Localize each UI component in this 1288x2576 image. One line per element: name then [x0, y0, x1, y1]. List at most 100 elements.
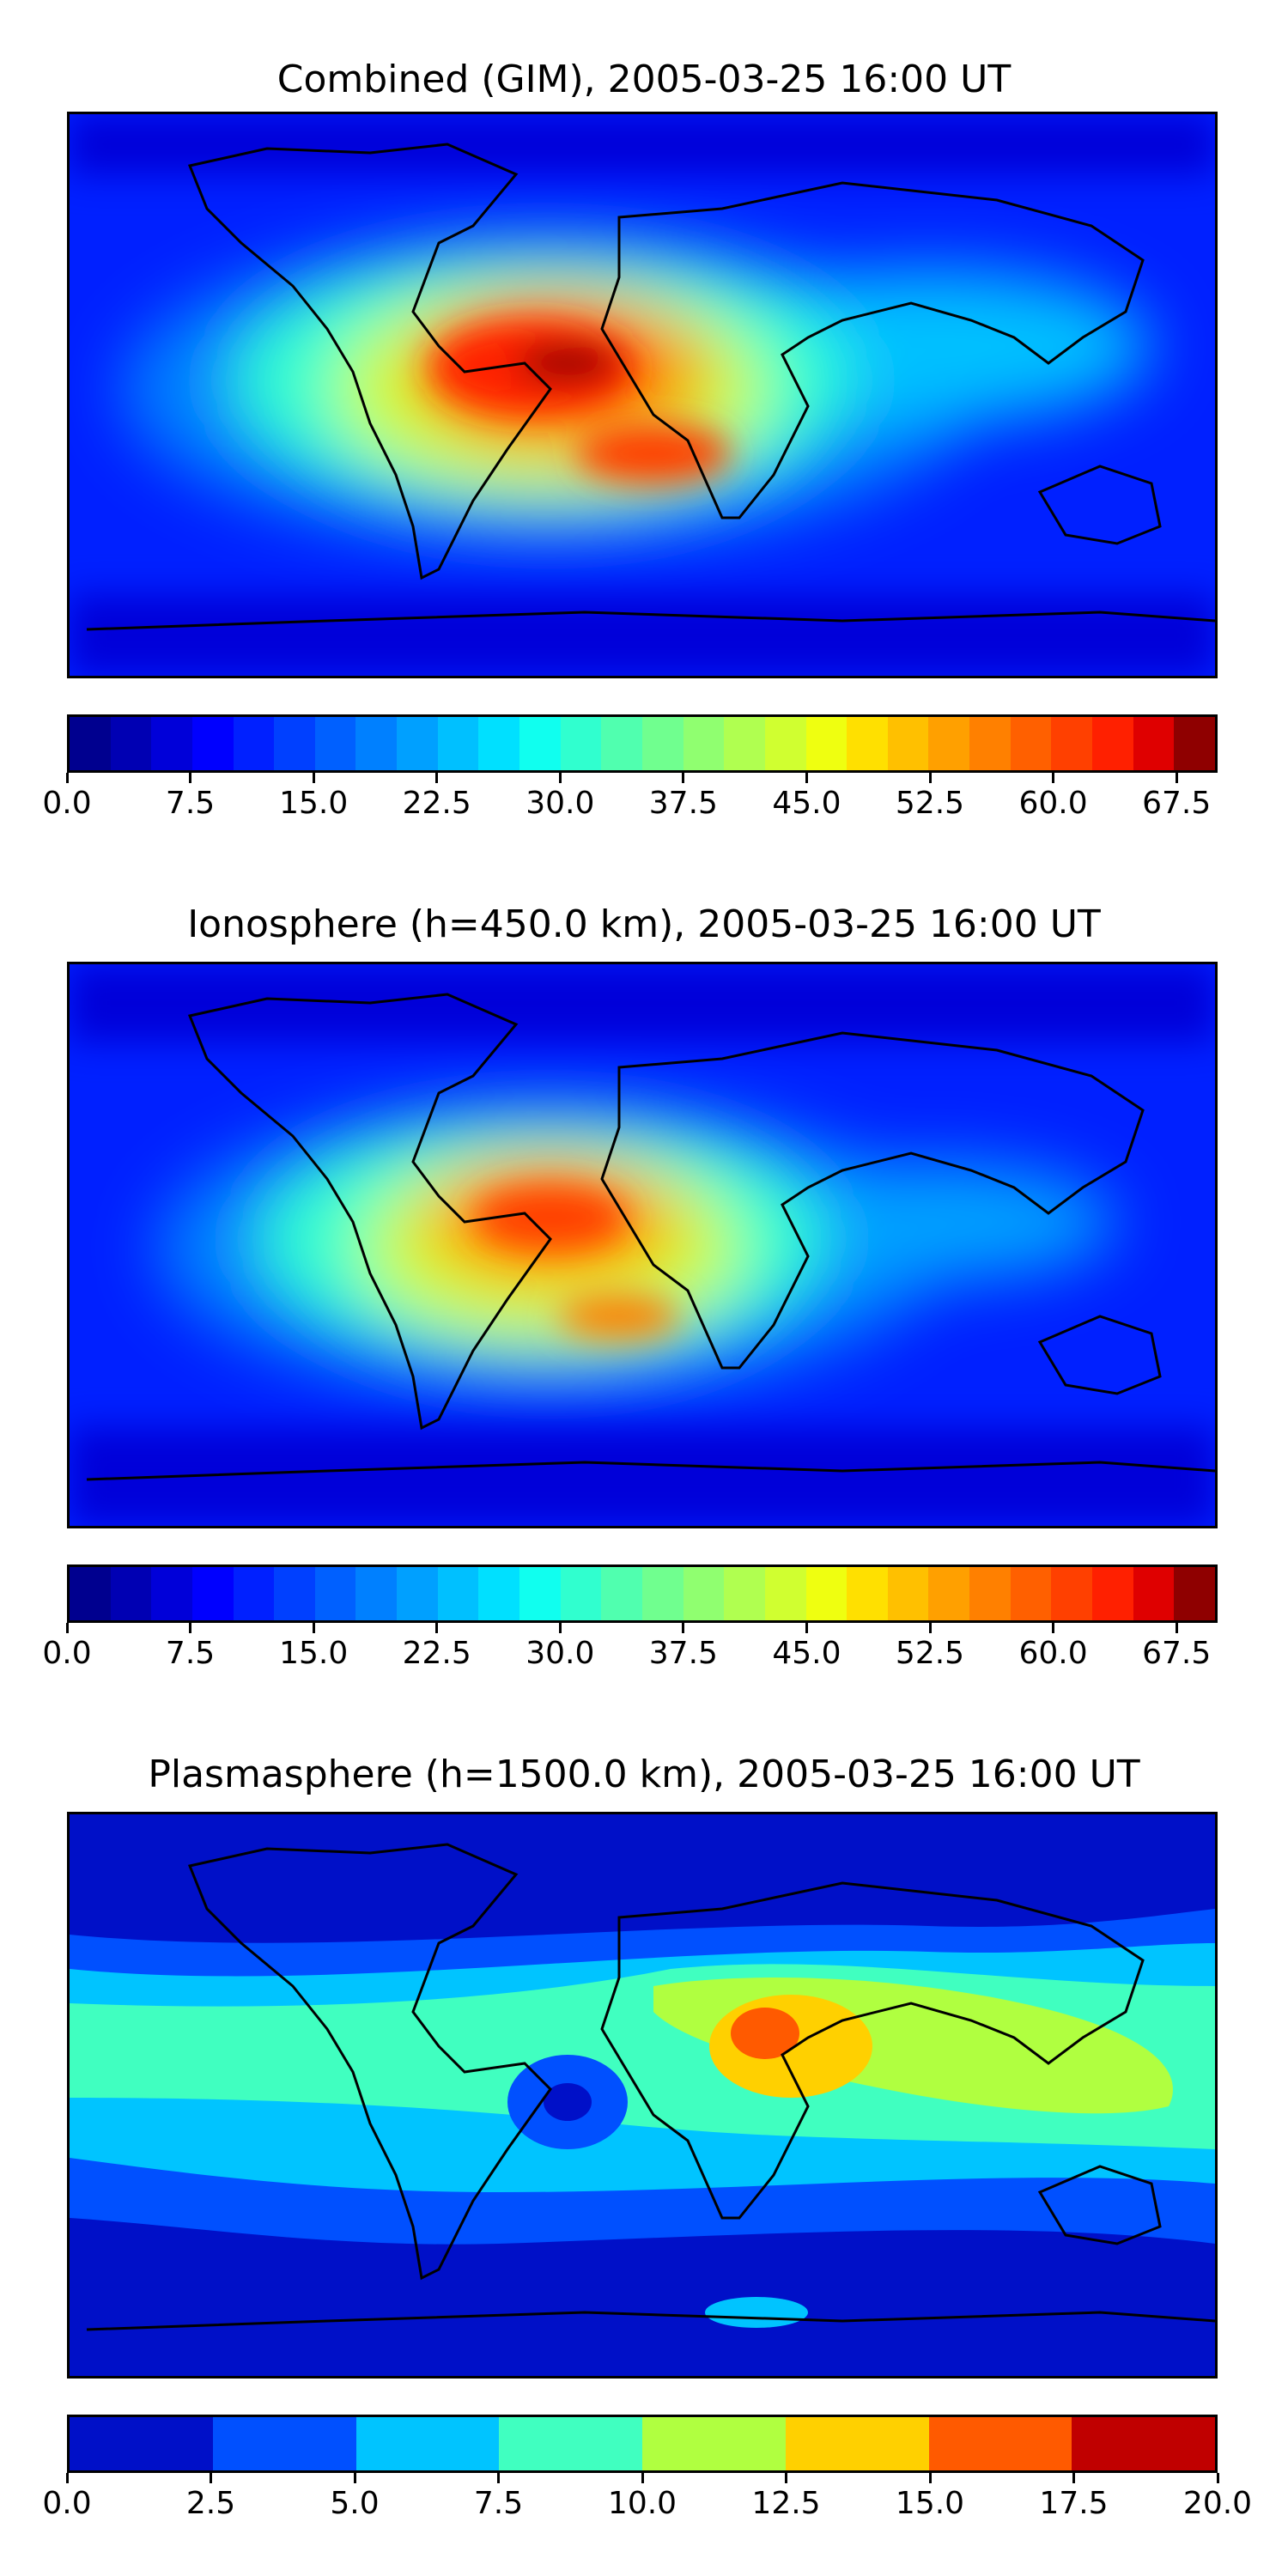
colorbar-segment	[233, 717, 275, 770]
colorbar-tick	[1175, 1623, 1178, 1633]
colorbar-segment	[969, 717, 1011, 770]
colorbar-tick	[641, 2473, 644, 2483]
colorbar-tick	[682, 1623, 685, 1633]
colorbar-segment	[1051, 717, 1093, 770]
colorbar-ticks-combined: 0.0 7.5 15.0 22.5 30.0 37.5 45.0 52.5 60.0 67.5	[42, 773, 1218, 821]
colorbar-tick	[65, 773, 69, 783]
colorbar-segment	[683, 1567, 725, 1620]
colorbar-tick-label: 45.0	[772, 786, 841, 821]
colorbar-tick-label: 67.5	[1142, 786, 1212, 821]
colorbar-segment	[478, 717, 520, 770]
colorbar-segment	[355, 717, 398, 770]
colorbar-tick-label: 17.5	[1039, 2486, 1109, 2521]
colorbar-tick	[435, 773, 439, 783]
colorbar-tick	[558, 773, 562, 783]
colorbar-tick-label: 7.5	[165, 1636, 216, 1671]
colorbar-segment	[560, 717, 602, 770]
map-ionosphere	[67, 962, 1218, 1528]
colorbar-segment	[212, 2417, 356, 2470]
colorbar-tick	[312, 1623, 315, 1633]
colorbar-tick	[682, 773, 685, 783]
colorbar-tick	[805, 1623, 808, 1633]
colorbar-segment	[1092, 717, 1133, 770]
colorbar-segment	[683, 717, 725, 770]
colorbar-segment	[601, 717, 642, 770]
colorbar-tick	[805, 773, 808, 783]
colorbar-segment	[1174, 717, 1215, 770]
colorbar-tick	[497, 2473, 500, 2483]
colorbar-tick-label: 37.5	[648, 1636, 718, 1671]
colorbar-tick-label: 12.5	[751, 2486, 821, 2521]
colorbar-segment	[887, 717, 929, 770]
colorbar-ticks-plasmasphere: 0.0 2.5 5.0 7.5 10.0 12.5 15.0 17.5 20.0	[42, 2473, 1252, 2521]
colorbar-segment	[764, 717, 806, 770]
colorbar-segment	[764, 1567, 806, 1620]
colorbar-plasmasphere	[67, 2415, 1218, 2473]
colorbar-segment	[805, 717, 848, 770]
colorbar-tick	[928, 773, 932, 783]
colorbar-combined	[67, 714, 1218, 773]
colorbar-segment	[642, 2417, 786, 2470]
colorbar-tick	[65, 1623, 69, 1633]
colorbar-tick	[1216, 2473, 1219, 2483]
colorbar-tick	[353, 2473, 356, 2483]
colorbar-tick	[1052, 1623, 1055, 1633]
colorbar-segment	[191, 1567, 234, 1620]
colorbar-segment	[110, 717, 152, 770]
colorbar-tick-label: 2.5	[185, 2486, 236, 2521]
colorbar-segment	[1133, 1567, 1175, 1620]
colorbar-tick	[65, 2473, 69, 2483]
colorbar-tick-label: 7.5	[473, 2486, 524, 2521]
colorbar-tick-label: 22.5	[402, 786, 471, 821]
colorbar-segment	[397, 717, 438, 770]
colorbar-segment	[641, 1567, 683, 1620]
colorbar-segment	[499, 2417, 642, 2470]
colorbar-segment	[355, 2417, 500, 2470]
colorbar-tick-label: 45.0	[772, 1636, 841, 1671]
colorbar-segment	[1092, 1567, 1133, 1620]
panel-title-ionosphere: Ionosphere (h=450.0 km), 2005-03-25 16:0…	[187, 902, 1101, 946]
colorbar-tick	[1175, 773, 1178, 783]
colorbar-segment	[1051, 1567, 1093, 1620]
colorbar-segment	[847, 717, 888, 770]
panel-title-plasmasphere: Plasmasphere (h=1500.0 km), 2005-03-25 1…	[148, 1753, 1140, 1796]
colorbar-tick	[189, 1623, 192, 1633]
colorbar-segment	[110, 1567, 152, 1620]
colorbar-segment	[1010, 717, 1052, 770]
colorbar-segment	[397, 1567, 438, 1620]
colorbar-segment	[314, 717, 356, 770]
colorbar-segment	[560, 1567, 602, 1620]
coastlines-combined	[86, 143, 1215, 631]
colorbar-segment	[519, 717, 561, 770]
colorbar-ionosphere	[67, 1564, 1218, 1623]
colorbar-tick-label: 15.0	[895, 2486, 965, 2521]
colorbar-segment	[724, 1567, 765, 1620]
colorbar-tick-label: 30.0	[526, 786, 595, 821]
colorbar-segment	[70, 717, 111, 770]
colorbar-segment	[1072, 2417, 1215, 2470]
colorbar-segment	[1174, 1567, 1215, 1620]
colorbar-segment	[233, 1567, 275, 1620]
colorbar-segment	[601, 1567, 642, 1620]
colorbar-tick-label: 15.0	[279, 786, 349, 821]
colorbar-segment	[1133, 717, 1175, 770]
colorbar-segment	[437, 1567, 479, 1620]
colorbar-segment	[314, 1567, 356, 1620]
colorbar-tick	[558, 1623, 562, 1633]
colorbar-tick	[210, 2473, 212, 2483]
colorbar-tick	[785, 2473, 787, 2483]
colorbar-tick	[312, 773, 315, 783]
colorbar-segment	[437, 717, 479, 770]
colorbar-tick-label: 52.5	[895, 786, 965, 821]
colorbar-segment	[274, 717, 315, 770]
colorbar-segment	[70, 1567, 111, 1620]
colorbar-segment	[887, 1567, 929, 1620]
colorbar-segment	[70, 2417, 213, 2470]
colorbar-ticks-ionosphere: 0.0 7.5 15.0 22.5 30.0 37.5 45.0 52.5 60.0 67.5	[42, 1623, 1218, 1671]
colorbar-tick-label: 7.5	[165, 786, 216, 821]
colorbar-segment	[519, 1567, 561, 1620]
colorbar-tick-label: 37.5	[648, 786, 718, 821]
colorbar-tick-label: 10.0	[607, 2486, 677, 2521]
colorbar-tick-label: 67.5	[1142, 1636, 1212, 1671]
colorbar-segment	[478, 1567, 520, 1620]
